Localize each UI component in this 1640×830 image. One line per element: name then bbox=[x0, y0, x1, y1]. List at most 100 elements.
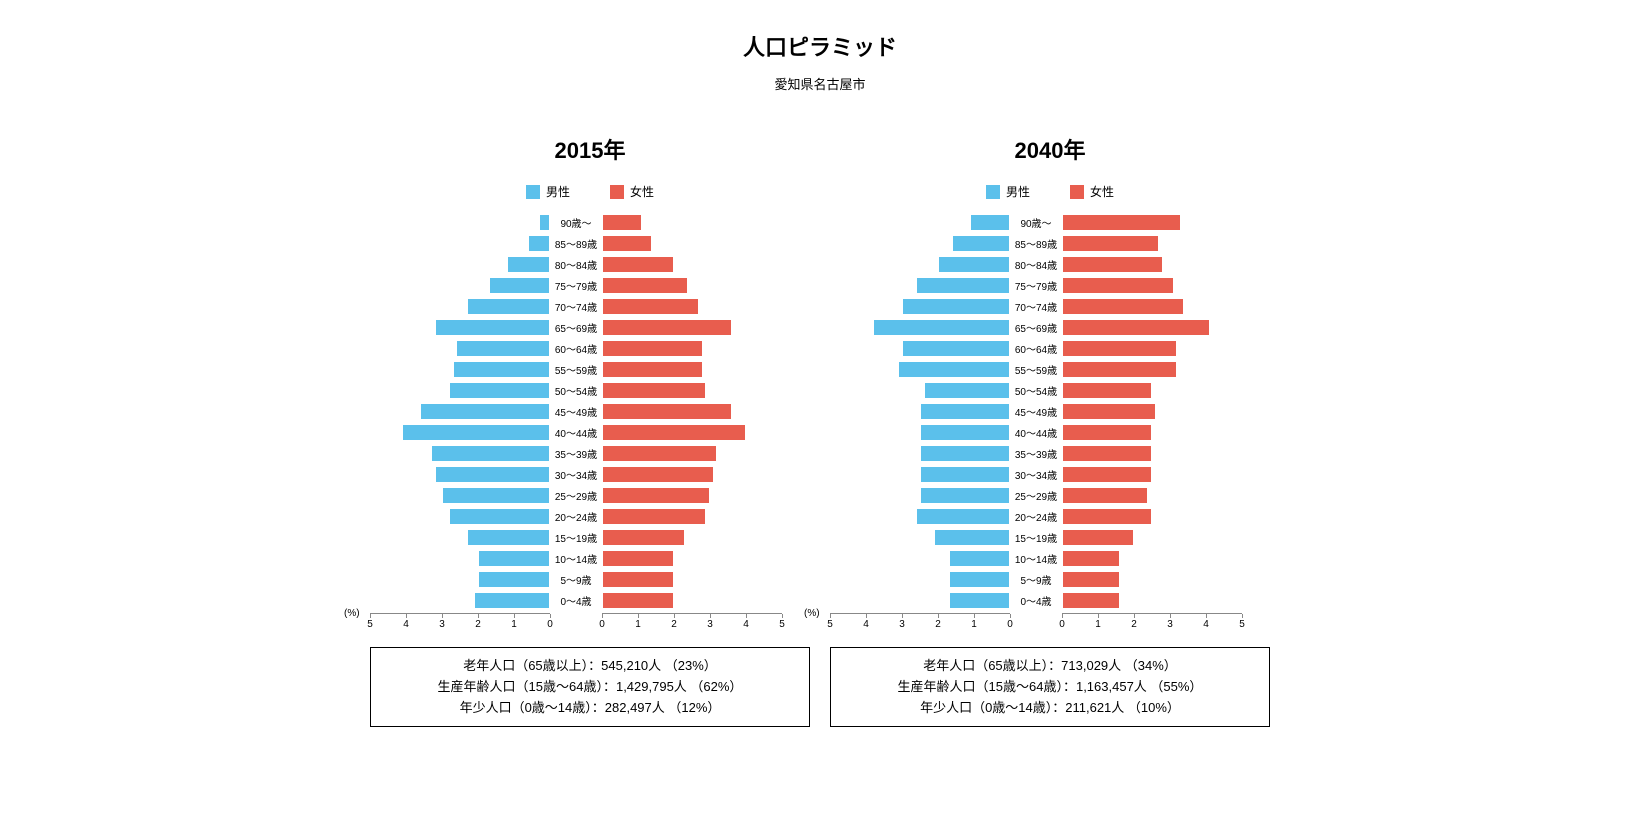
pyramid-row: 20～24歳 bbox=[370, 506, 810, 527]
age-label: 20～24歳 bbox=[550, 509, 602, 524]
male-bar bbox=[435, 319, 550, 336]
male-side bbox=[830, 340, 1010, 357]
legend-swatch-male bbox=[526, 185, 540, 199]
pyramid-row: 30～34歳 bbox=[370, 464, 810, 485]
legend-swatch-male bbox=[986, 185, 1000, 199]
male-bar bbox=[949, 550, 1010, 567]
age-label: 45～49歳 bbox=[550, 404, 602, 419]
pyramid-row: 60～64歳 bbox=[830, 338, 1270, 359]
age-label: 20～24歳 bbox=[1010, 509, 1062, 524]
age-label: 80～84歳 bbox=[550, 257, 602, 272]
male-side bbox=[830, 403, 1010, 420]
age-label: 10～14歳 bbox=[550, 551, 602, 566]
female-bar bbox=[1062, 466, 1152, 483]
stats-line: 老年人口（65歳以上）：713,029人 （34%） bbox=[847, 656, 1253, 677]
female-bar bbox=[602, 235, 652, 252]
female-side bbox=[1062, 529, 1242, 546]
female-side bbox=[602, 214, 782, 231]
pyramid-row: 0～4歳 bbox=[370, 590, 810, 611]
pyramid-row: 35～39歳 bbox=[830, 443, 1270, 464]
male-bar bbox=[902, 298, 1010, 315]
female-side bbox=[1062, 508, 1242, 525]
age-label: 70～74歳 bbox=[550, 299, 602, 314]
male-side bbox=[370, 403, 550, 420]
female-side bbox=[602, 256, 782, 273]
stats-line: 年少人口（0歳～14歳）：211,621人 （10%） bbox=[847, 698, 1253, 719]
age-label: 65～69歳 bbox=[1010, 320, 1062, 335]
tick-label: 3 bbox=[899, 619, 905, 630]
male-bar bbox=[449, 382, 550, 399]
female-bar bbox=[602, 277, 688, 294]
female-bar bbox=[1062, 550, 1120, 567]
page-container: 人口ピラミッド 愛知県名古屋市 2015年男性女性90歳～85～89歳80～84… bbox=[0, 0, 1640, 747]
male-side bbox=[830, 277, 1010, 294]
male-side bbox=[370, 319, 550, 336]
age-label: 40～44歳 bbox=[1010, 425, 1062, 440]
age-label: 75～79歳 bbox=[550, 278, 602, 293]
female-bar bbox=[602, 466, 714, 483]
female-bar bbox=[1062, 445, 1152, 462]
female-bar bbox=[602, 487, 710, 504]
male-bar bbox=[431, 445, 550, 462]
age-label: 90歳～ bbox=[1010, 215, 1062, 230]
female-bar bbox=[1062, 277, 1174, 294]
tick-label: 5 bbox=[1239, 619, 1245, 630]
pyramid-row: 20～24歳 bbox=[830, 506, 1270, 527]
female-bar bbox=[1062, 235, 1159, 252]
legend-female: 女性 bbox=[1070, 183, 1114, 200]
tick-label: 5 bbox=[827, 619, 833, 630]
male-bar bbox=[916, 508, 1010, 525]
tick-label: 2 bbox=[475, 619, 481, 630]
female-side bbox=[602, 382, 782, 399]
female-bar bbox=[1062, 508, 1152, 525]
pyramid-row: 0～4歳 bbox=[830, 590, 1270, 611]
male-bar bbox=[474, 592, 550, 609]
age-label: 30～34歳 bbox=[1010, 467, 1062, 482]
male-side bbox=[830, 529, 1010, 546]
tick-label: 1 bbox=[511, 619, 517, 630]
male-bar bbox=[873, 319, 1010, 336]
female-side bbox=[1062, 466, 1242, 483]
female-bar bbox=[602, 403, 732, 420]
main-title: 人口ピラミッド bbox=[40, 30, 1600, 62]
legend: 男性女性 bbox=[830, 183, 1270, 200]
male-side bbox=[830, 487, 1010, 504]
female-bar bbox=[1062, 382, 1152, 399]
female-bar bbox=[602, 298, 699, 315]
legend-label-female: 女性 bbox=[630, 183, 654, 200]
age-label: 40～44歳 bbox=[550, 425, 602, 440]
pyramid-row: 75～79歳 bbox=[830, 275, 1270, 296]
female-side bbox=[602, 298, 782, 315]
age-label: 70～74歳 bbox=[1010, 299, 1062, 314]
chart-panel: 2040年男性女性90歳～85～89歳80～84歳75～79歳70～74歳65～… bbox=[830, 133, 1270, 727]
female-side bbox=[1062, 235, 1242, 252]
age-label: 25～29歳 bbox=[1010, 488, 1062, 503]
age-label: 35～39歳 bbox=[1010, 446, 1062, 461]
female-side bbox=[1062, 361, 1242, 378]
tick-label: 4 bbox=[743, 619, 749, 630]
female-side bbox=[602, 235, 782, 252]
male-bar bbox=[539, 214, 550, 231]
female-side bbox=[1062, 571, 1242, 588]
male-bar bbox=[952, 235, 1010, 252]
pyramid-row: 40～44歳 bbox=[370, 422, 810, 443]
female-side bbox=[602, 319, 782, 336]
tick-label: 4 bbox=[1203, 619, 1209, 630]
x-axis: 012345012345 bbox=[370, 613, 810, 633]
legend-swatch-female bbox=[610, 185, 624, 199]
female-side bbox=[1062, 319, 1242, 336]
male-bar bbox=[902, 340, 1010, 357]
female-bar bbox=[1062, 487, 1148, 504]
pyramid-row: 60～64歳 bbox=[370, 338, 810, 359]
female-side bbox=[602, 466, 782, 483]
male-bar bbox=[402, 424, 550, 441]
female-side bbox=[602, 277, 782, 294]
charts-row: 2015年男性女性90歳～85～89歳80～84歳75～79歳70～74歳65～… bbox=[40, 133, 1600, 727]
pyramid-row: 70～74歳 bbox=[370, 296, 810, 317]
female-side bbox=[602, 424, 782, 441]
male-side bbox=[370, 382, 550, 399]
male-side bbox=[370, 361, 550, 378]
pyramid-row: 55～59歳 bbox=[370, 359, 810, 380]
stats-line: 年少人口（0歳～14歳）：282,497人 （12%） bbox=[387, 698, 793, 719]
male-side bbox=[370, 508, 550, 525]
